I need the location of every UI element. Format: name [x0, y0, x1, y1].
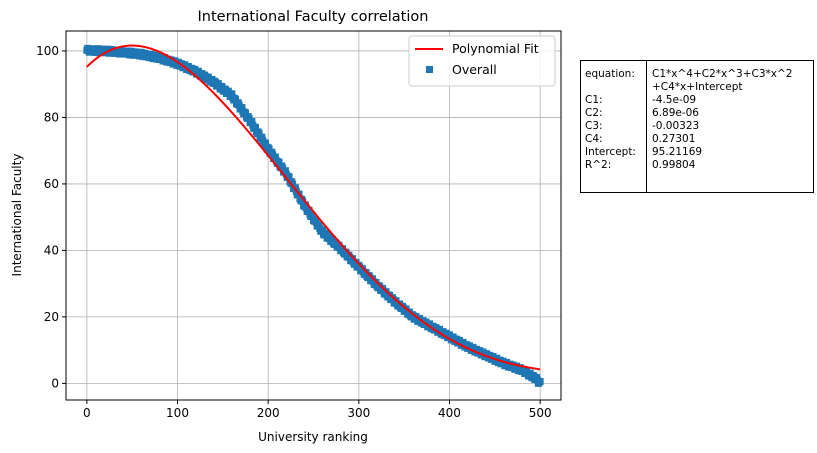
table-value: 6.89e-06	[652, 107, 699, 119]
x-tick-label: 400	[438, 406, 461, 420]
table-label: C3:	[585, 120, 603, 132]
legend: Polynomial Fit Overall	[408, 35, 556, 87]
scatter-point	[228, 90, 236, 98]
table-value: C1*x^4+C2*x^3+C3*x^2	[652, 68, 793, 80]
table-label: C1:	[585, 94, 603, 106]
table-value: 95.21169	[652, 146, 703, 158]
table-label: C4:	[585, 133, 603, 145]
y-axis-label: International Faculty	[10, 154, 24, 277]
plot-frame	[65, 30, 562, 401]
y-tick-label: 80	[44, 110, 59, 124]
scatter-point	[315, 221, 323, 229]
x-tick-label: 200	[257, 406, 280, 420]
table-label: equation:	[585, 68, 635, 80]
chart-title: International Faculty correlation	[198, 9, 429, 25]
x-tick-label: 0	[83, 406, 91, 420]
y-tick-label: 0	[51, 376, 59, 390]
table-value: -4.5e-09	[652, 94, 697, 106]
polynomial-fit-line	[86, 44, 541, 371]
scatter-point	[289, 180, 297, 188]
scatter-point	[271, 153, 279, 161]
table-label: C2:	[585, 107, 603, 119]
y-tick-label: 60	[44, 177, 59, 191]
table-divider	[646, 61, 647, 192]
scatter-point	[238, 104, 246, 112]
table-value: 0.27301	[652, 133, 696, 145]
scatter-point	[305, 206, 313, 214]
x-axis-ticks: 0 100 200 300 400 500	[83, 400, 552, 420]
table-value: 0.99804	[652, 159, 696, 171]
fit-parameters-table: equation: C1: C2: C3: C4: Intercept: R^2…	[580, 60, 814, 193]
x-axis-label: University ranking	[258, 430, 368, 444]
table-label: Intercept:	[585, 146, 636, 158]
legend-box	[408, 35, 556, 87]
x-tick-label: 300	[347, 406, 370, 420]
scatter-point	[299, 197, 307, 205]
table-values-column: C1*x^4+C2*x^3+C3*x^2 +C4*x+Intercept -4.…	[652, 68, 814, 172]
table-value: -0.00323	[652, 120, 700, 132]
table-label: R^2:	[585, 159, 612, 171]
legend-label-overall: Overall	[452, 62, 497, 77]
legend-swatch-overall	[426, 66, 433, 73]
scatter-point	[251, 123, 259, 131]
scatter-point	[536, 377, 544, 385]
y-axis-ticks: 0 20 40 60 80 100	[36, 44, 66, 390]
table-label	[585, 81, 645, 94]
table-labels-column: equation: C1: C2: C3: C4: Intercept: R^2…	[585, 68, 645, 172]
table-value: +C4*x+Intercept	[652, 81, 743, 93]
x-tick-label: 500	[529, 406, 552, 420]
scatter-point	[248, 118, 256, 126]
scatter-point	[281, 167, 289, 175]
scatter-point	[242, 109, 250, 117]
scatter-point	[309, 212, 317, 220]
y-tick-label: 20	[44, 310, 59, 324]
scatter-point	[275, 158, 283, 166]
y-tick-label: 40	[44, 243, 59, 257]
scatter-point	[261, 139, 269, 147]
scatter-point	[285, 173, 293, 181]
y-tick-label: 100	[36, 44, 59, 58]
legend-label-polynomial-fit: Polynomial Fit	[452, 41, 539, 56]
x-tick-label: 100	[166, 406, 189, 420]
